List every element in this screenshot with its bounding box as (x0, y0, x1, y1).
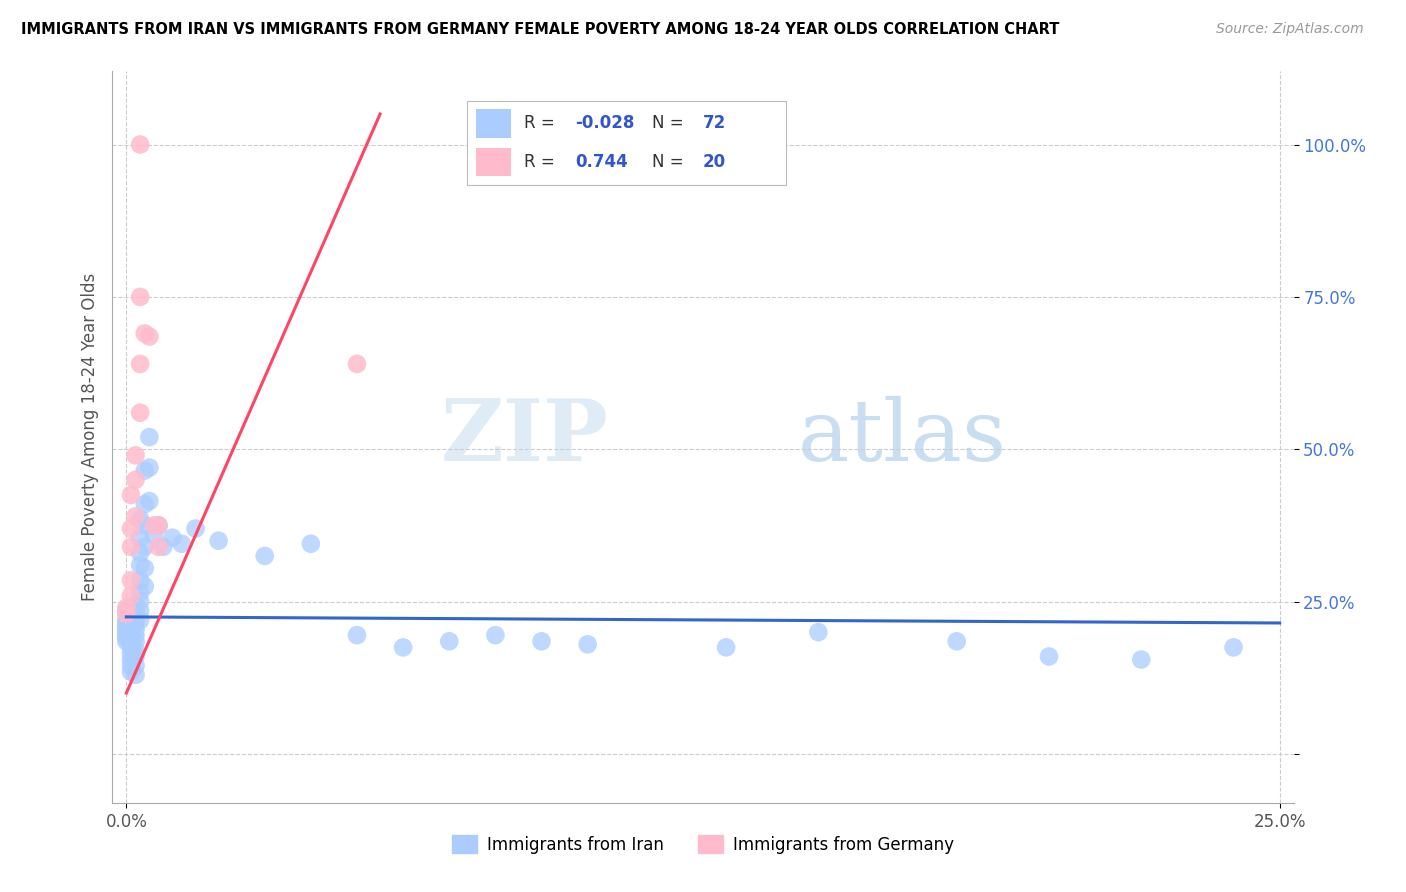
Point (115, 604, 138, 618)
Point (530, 634, 553, 648)
Point (484, 628, 506, 642)
Point (129, 558, 152, 573)
Text: Source: ZipAtlas.com: Source: ZipAtlas.com (1216, 22, 1364, 37)
Point (134, 326, 156, 341)
Point (945, 634, 967, 648)
Point (120, 540, 142, 554)
Point (1222, 640, 1244, 655)
Point (124, 667, 146, 681)
Point (138, 494, 160, 508)
Point (115, 615, 138, 630)
Point (134, 540, 156, 554)
Point (120, 607, 142, 621)
Point (143, 527, 166, 541)
Point (115, 634, 138, 648)
Point (124, 615, 146, 630)
Point (129, 290, 152, 304)
Point (1038, 649, 1060, 664)
Point (115, 628, 138, 642)
Point (120, 619, 142, 633)
Point (129, 137, 152, 152)
Point (115, 625, 138, 640)
Point (134, 561, 156, 575)
Point (120, 625, 142, 640)
Point (253, 549, 276, 563)
Point (124, 622, 146, 636)
Point (124, 473, 146, 487)
Point (120, 574, 142, 588)
Point (124, 658, 146, 673)
Point (120, 589, 142, 603)
Point (184, 521, 207, 535)
Point (124, 634, 146, 648)
Point (120, 658, 142, 673)
Point (124, 610, 146, 624)
Point (115, 632, 138, 646)
Point (714, 640, 737, 655)
Point (124, 448, 146, 462)
Point (162, 531, 184, 545)
Point (120, 628, 142, 642)
Point (129, 585, 152, 599)
Point (346, 357, 368, 371)
Point (129, 594, 152, 608)
Point (120, 647, 142, 661)
Point (129, 512, 152, 526)
Point (134, 579, 156, 593)
Point (129, 357, 152, 371)
Point (134, 518, 156, 533)
Point (129, 604, 152, 618)
Point (152, 540, 174, 554)
Point (576, 637, 599, 651)
Point (170, 537, 193, 551)
Point (120, 610, 142, 624)
Point (148, 518, 170, 533)
Point (129, 531, 152, 545)
Point (807, 625, 830, 640)
Point (129, 406, 152, 420)
Point (129, 613, 152, 627)
Point (115, 622, 138, 636)
Point (120, 521, 142, 535)
Point (124, 604, 146, 618)
Point (115, 613, 138, 627)
Point (120, 652, 142, 666)
Y-axis label: Female Poverty Among 18-24 Year Olds: Female Poverty Among 18-24 Year Olds (80, 273, 98, 601)
Point (124, 509, 146, 524)
Point (115, 600, 138, 615)
Point (120, 600, 142, 615)
Point (120, 488, 142, 502)
Point (439, 634, 461, 648)
Point (129, 546, 152, 560)
Point (120, 640, 142, 655)
Point (134, 464, 156, 478)
Point (138, 460, 160, 475)
Point (115, 607, 138, 621)
Point (120, 615, 142, 630)
Point (120, 634, 142, 648)
Point (124, 643, 146, 657)
Legend: Immigrants from Iran, Immigrants from Germany: Immigrants from Iran, Immigrants from Ge… (446, 829, 960, 860)
Point (124, 649, 146, 664)
Point (129, 574, 152, 588)
Text: ZIP: ZIP (440, 395, 609, 479)
Point (138, 329, 160, 343)
Point (134, 497, 156, 511)
Point (120, 665, 142, 679)
Point (143, 518, 166, 533)
Point (138, 430, 160, 444)
Point (346, 628, 368, 642)
Point (207, 533, 229, 548)
Point (124, 628, 146, 642)
Text: IMMIGRANTS FROM IRAN VS IMMIGRANTS FROM GERMANY FEMALE POVERTY AMONG 18-24 YEAR : IMMIGRANTS FROM IRAN VS IMMIGRANTS FROM … (21, 22, 1060, 37)
Text: atlas: atlas (797, 395, 1007, 479)
Point (115, 619, 138, 633)
Point (148, 540, 170, 554)
Point (392, 640, 415, 655)
Point (124, 598, 146, 612)
Point (299, 537, 322, 551)
Point (1130, 652, 1153, 666)
Point (148, 518, 170, 533)
